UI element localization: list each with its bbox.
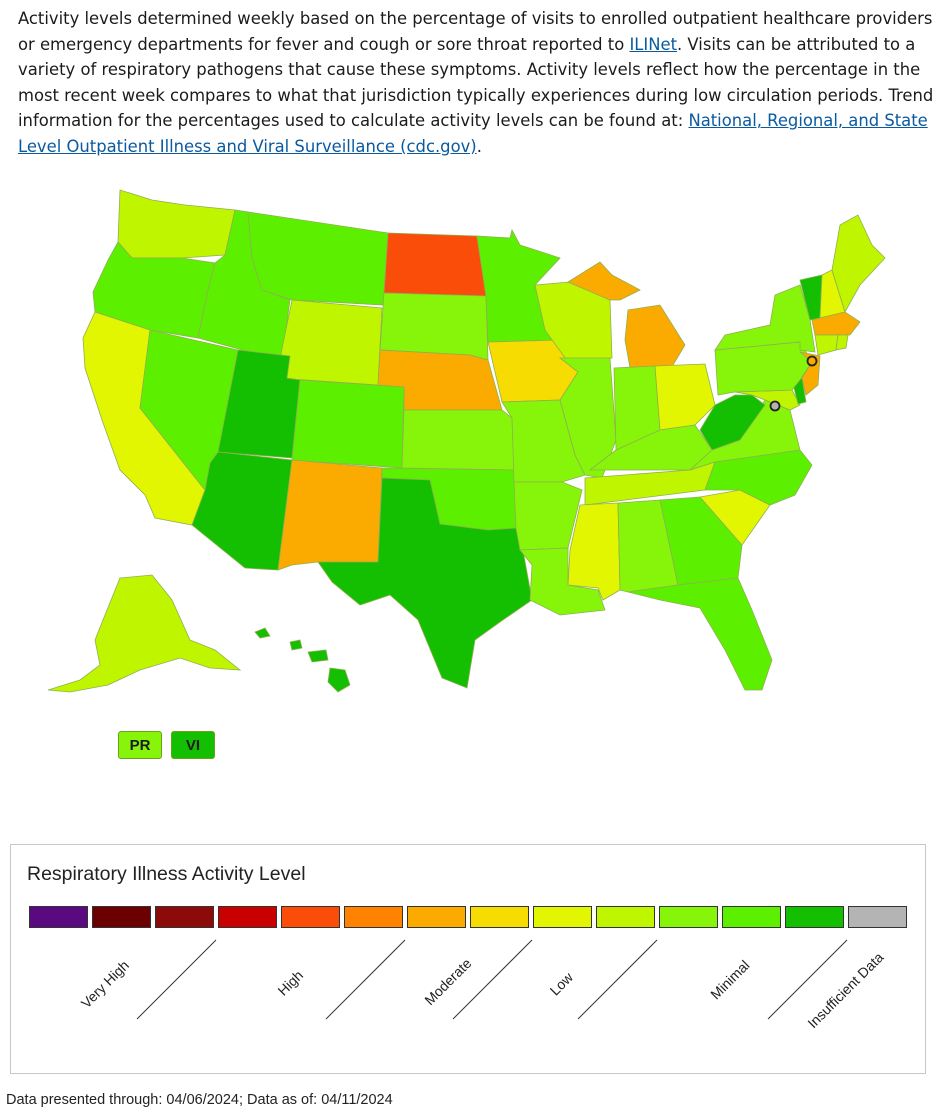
legend-divider-2 [325, 939, 406, 1020]
us-map-svg [47, 189, 886, 693]
legend-swatch-level-12 [92, 906, 151, 928]
legend-label-minimal: Minimal [706, 957, 753, 1003]
us-activity-map [0, 170, 952, 730]
legend-divider-1 [136, 939, 217, 1020]
legend-swatch-level-8 [344, 906, 403, 928]
data-date-footnote: Data presented through: 04/06/2024; Data… [6, 1092, 393, 1108]
state-hi-2[interactable] [289, 639, 303, 651]
state-mi[interactable] [624, 304, 686, 371]
legend-swatch-level-9 [281, 906, 340, 928]
state-il[interactable] [558, 357, 617, 479]
legend-divider-4 [577, 939, 658, 1020]
legend-swatch-level-11 [155, 906, 214, 928]
state-ms[interactable] [567, 502, 621, 601]
nyc-marker[interactable] [806, 355, 818, 367]
intro-text-2: . Visits can be attributed to a variety … [18, 34, 934, 131]
state-nm[interactable] [277, 459, 383, 571]
state-hi-3[interactable] [307, 649, 329, 663]
state-oh[interactable] [654, 363, 716, 431]
state-hi-4[interactable] [327, 667, 351, 693]
legend-panel: Respiratory Illness Activity Level Very … [10, 844, 926, 1074]
state-ks[interactable] [401, 409, 515, 471]
state-sd[interactable] [379, 292, 489, 361]
intro-end: . [476, 136, 482, 156]
state-mt[interactable] [247, 211, 389, 306]
state-wv[interactable] [699, 394, 766, 451]
legend-swatch-level-10 [218, 906, 277, 928]
legend-swatch-level-5 [533, 906, 592, 928]
state-wa[interactable] [117, 189, 236, 259]
territory-pr-badge[interactable]: PR [118, 731, 162, 759]
legend-swatch-level-2 [722, 906, 781, 928]
state-hi-1[interactable] [254, 627, 271, 639]
state-tx[interactable] [317, 477, 533, 689]
legend-swatch-level-6 [470, 906, 529, 928]
legend-swatch-level-3 [659, 906, 718, 928]
surveillance-link[interactable]: National, Regional, and State Level Outp… [18, 111, 928, 156]
state-ny[interactable] [714, 284, 816, 353]
state-ma[interactable] [811, 311, 861, 336]
legend-label-high: High [274, 967, 307, 999]
legend-swatch-level-7 [407, 906, 466, 928]
legend-dividers [136, 939, 848, 1020]
state-mi-up[interactable] [567, 261, 641, 301]
state-ri[interactable] [835, 334, 849, 351]
state-ct[interactable] [814, 334, 839, 356]
legend-divider-3 [452, 939, 533, 1020]
legend-swatch-level-4 [596, 906, 655, 928]
state-fl[interactable] [627, 577, 773, 691]
legend-title: Respiratory Illness Activity Level [27, 863, 306, 885]
legend-labels: Very High High Moderate Low Minimal Insu… [11, 845, 927, 1075]
legend-label-very-high: Very High [78, 957, 133, 1012]
state-ar[interactable] [513, 481, 583, 551]
intro-text-1: Activity levels determined weekly based … [18, 9, 933, 54]
ilinet-link[interactable]: ILINet [629, 34, 678, 54]
state-la[interactable] [519, 547, 606, 616]
legend-divider-5 [767, 939, 848, 1020]
state-me[interactable] [831, 214, 886, 314]
legend-label-insufficient-data: Insufficient Data [804, 949, 887, 1032]
legend-swatch-level-1 [785, 906, 844, 928]
state-nd[interactable] [383, 232, 487, 297]
state-ga[interactable] [659, 496, 743, 586]
dc-marker[interactable] [769, 400, 781, 412]
state-wy[interactable] [275, 299, 383, 386]
state-co[interactable] [291, 379, 405, 469]
legend-label-moderate: Moderate [421, 955, 475, 1009]
legend-swatch-level-0 [848, 906, 907, 928]
legend-label-low: Low [546, 969, 577, 999]
intro-paragraph: Activity levels determined weekly based … [18, 6, 948, 160]
territory-vi-badge[interactable]: VI [171, 731, 215, 759]
legend-swatch-level-13 [29, 906, 88, 928]
state-ak[interactable] [47, 574, 242, 693]
